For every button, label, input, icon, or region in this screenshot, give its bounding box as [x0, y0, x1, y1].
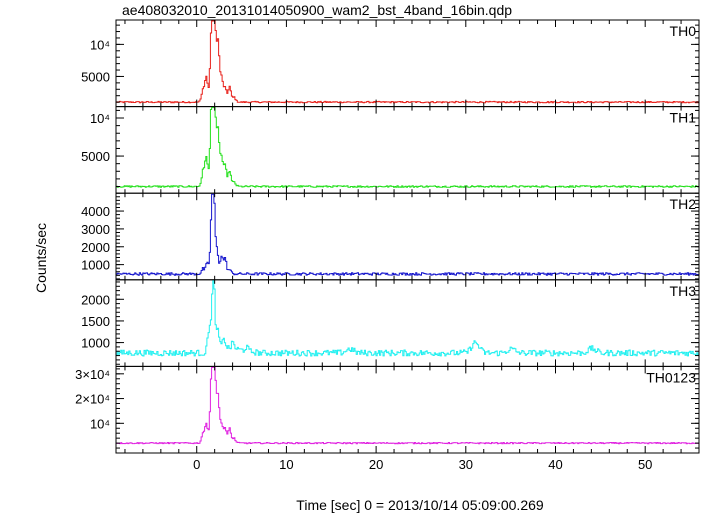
panel-th0123: 10⁴ 2×10⁴ 3×10⁴ TH0123 [75, 365, 700, 454]
series-line-th2 [116, 193, 699, 276]
y-tick-label: 2×10⁴ [75, 392, 110, 407]
x-tick-labels: 0 10 20 30 40 50 [193, 457, 652, 472]
series-line-th3 [116, 280, 699, 357]
y-tick-label: 5000 [81, 149, 110, 164]
y-tick-label: 10⁴ [90, 416, 110, 431]
panel-frame [115, 106, 700, 194]
y-tick-label: 1000 [81, 336, 110, 351]
panel-label-th1: TH1 [670, 110, 697, 126]
y-tick-label: 4000 [81, 204, 110, 219]
x-tick-label: 10 [279, 457, 293, 472]
panel-th2: 1000 2000 3000 4000 TH2 [81, 192, 700, 281]
y-axis-label: Counts/sec [33, 223, 49, 293]
series-line-th1 [116, 107, 699, 188]
panel-label-th2: TH2 [670, 196, 697, 212]
series-line-th0 [116, 20, 699, 104]
y-tick-label: 1000 [81, 258, 110, 273]
panel-label-th3: TH3 [670, 283, 697, 299]
x-tick-label: 50 [638, 457, 652, 472]
x-axis-label: Time [sec] 0 = 2013/10/14 05:09:00.269 [296, 497, 544, 513]
panel-frame [115, 365, 700, 454]
series-line-th0123 [116, 366, 699, 445]
chart-title: ae408032010_20131014050900_wam2_bst_4ban… [122, 2, 512, 18]
y-tick-label: 3×10⁴ [75, 367, 110, 382]
panel-label-th0: TH0 [670, 23, 697, 39]
panel-frame [115, 192, 700, 281]
panel-label-th0123: TH0123 [646, 369, 696, 385]
y-tick-label: 3000 [81, 222, 110, 237]
y-tick-label: 10⁴ [90, 111, 110, 126]
x-tick-label: 40 [548, 457, 562, 472]
y-tick-label: 1500 [81, 314, 110, 329]
panel-th1: 5000 10⁴ TH1 [81, 106, 700, 194]
y-tick-label: 2000 [81, 292, 110, 307]
panel-th0: 5000 10⁴ TH0 [81, 19, 700, 108]
panel-th3: 1000 1500 2000 TH3 [81, 279, 700, 367]
y-tick-label: 10⁴ [90, 37, 110, 52]
x-tick-label: 30 [459, 457, 473, 472]
panel-frame [115, 19, 700, 108]
x-tick-label: 0 [193, 457, 200, 472]
x-tick-label: 20 [369, 457, 383, 472]
y-tick-label: 5000 [81, 69, 110, 84]
y-tick-label: 2000 [81, 240, 110, 255]
